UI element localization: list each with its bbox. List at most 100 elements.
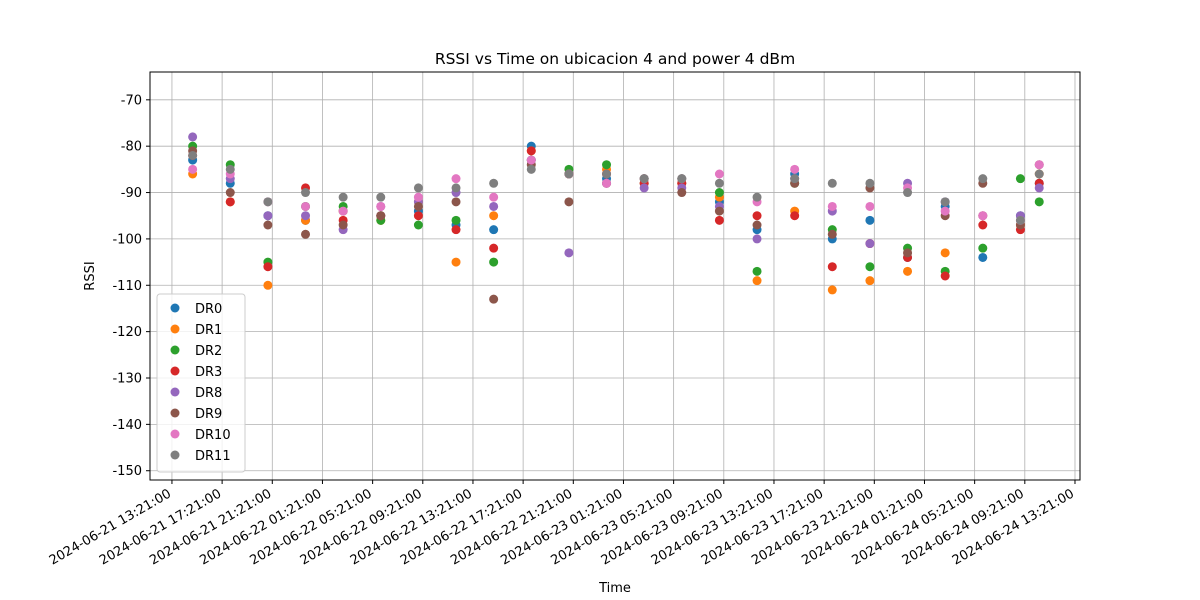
data-point bbox=[903, 188, 913, 198]
data-point bbox=[865, 276, 875, 286]
chart-title: RSSI vs Time on ubicacion 4 and power 4 … bbox=[435, 50, 795, 68]
legend-label: DR3 bbox=[195, 365, 222, 380]
data-point bbox=[489, 294, 499, 304]
legend-label: DR0 bbox=[195, 302, 222, 317]
data-point bbox=[790, 211, 800, 221]
data-point bbox=[338, 192, 348, 202]
data-point bbox=[790, 164, 800, 174]
legend-label: DR2 bbox=[195, 344, 222, 359]
data-point bbox=[903, 266, 913, 276]
data-point bbox=[225, 164, 235, 174]
y-axis-label: RSSI bbox=[83, 261, 98, 290]
data-point bbox=[338, 206, 348, 216]
data-point bbox=[865, 178, 875, 188]
data-point bbox=[376, 201, 386, 211]
data-point bbox=[752, 220, 762, 230]
data-point bbox=[714, 206, 724, 216]
legend-marker bbox=[170, 303, 180, 313]
y-tick-label: -100 bbox=[112, 232, 142, 247]
y-tick-label: -140 bbox=[112, 418, 142, 433]
data-point bbox=[413, 192, 423, 202]
data-point bbox=[451, 197, 461, 207]
data-point bbox=[301, 188, 311, 198]
legend-marker bbox=[170, 429, 180, 439]
data-point bbox=[263, 211, 273, 221]
data-point bbox=[225, 197, 235, 207]
data-point bbox=[602, 160, 612, 170]
data-point bbox=[489, 192, 499, 202]
legend-label: DR9 bbox=[195, 407, 222, 422]
data-point bbox=[865, 239, 875, 249]
legend-label: DR8 bbox=[195, 386, 222, 401]
data-point bbox=[752, 276, 762, 286]
data-point bbox=[827, 178, 837, 188]
data-point bbox=[714, 169, 724, 179]
data-point bbox=[263, 262, 273, 272]
data-point bbox=[526, 155, 536, 165]
data-point bbox=[978, 243, 988, 253]
data-point bbox=[338, 220, 348, 230]
legend-marker bbox=[170, 387, 180, 397]
data-point bbox=[188, 132, 198, 142]
data-point bbox=[1034, 183, 1044, 193]
data-point bbox=[602, 169, 612, 179]
data-point bbox=[978, 220, 988, 230]
x-axis-label: Time bbox=[598, 581, 631, 596]
legend-label: DR10 bbox=[195, 428, 231, 443]
data-point bbox=[865, 201, 875, 211]
data-point bbox=[827, 285, 837, 295]
data-point bbox=[978, 174, 988, 184]
data-point bbox=[677, 188, 687, 198]
data-point bbox=[564, 248, 574, 258]
data-point bbox=[752, 266, 762, 276]
data-point bbox=[263, 280, 273, 290]
data-point bbox=[413, 211, 423, 221]
data-point bbox=[677, 174, 687, 184]
legend-box bbox=[156, 293, 246, 473]
data-point bbox=[940, 206, 950, 216]
data-point bbox=[413, 201, 423, 211]
data-point bbox=[714, 188, 724, 198]
data-point bbox=[714, 178, 724, 188]
data-point bbox=[301, 211, 311, 221]
data-point bbox=[489, 225, 499, 235]
data-point bbox=[263, 197, 273, 207]
data-point bbox=[413, 220, 423, 230]
data-point bbox=[376, 211, 386, 221]
data-point bbox=[301, 201, 311, 211]
data-point bbox=[564, 197, 574, 207]
data-point bbox=[752, 211, 762, 221]
y-tick-label: -90 bbox=[121, 186, 142, 201]
data-point bbox=[1034, 169, 1044, 179]
data-point bbox=[451, 174, 461, 184]
data-point bbox=[639, 183, 649, 193]
data-point bbox=[263, 220, 273, 230]
data-point bbox=[827, 229, 837, 239]
data-point bbox=[1034, 197, 1044, 207]
y-tick-label: -80 bbox=[121, 140, 142, 155]
data-point bbox=[564, 169, 574, 179]
data-point bbox=[188, 164, 198, 174]
plot-frame bbox=[149, 71, 1081, 481]
y-tick-label: -120 bbox=[112, 325, 142, 340]
data-point bbox=[827, 262, 837, 272]
y-tick-label: -130 bbox=[112, 372, 142, 387]
data-point bbox=[714, 215, 724, 225]
data-point bbox=[940, 248, 950, 258]
data-point bbox=[602, 178, 612, 188]
legend-marker bbox=[170, 450, 180, 460]
data-point bbox=[526, 164, 536, 174]
data-point bbox=[451, 257, 461, 267]
data-point bbox=[978, 252, 988, 262]
data-point bbox=[451, 225, 461, 235]
data-point bbox=[489, 243, 499, 253]
legend-marker bbox=[170, 324, 180, 334]
legend-label: DR11 bbox=[195, 449, 231, 464]
data-point bbox=[489, 201, 499, 211]
data-point bbox=[639, 174, 649, 184]
data-point bbox=[903, 248, 913, 258]
data-point bbox=[865, 262, 875, 272]
legend-marker bbox=[170, 408, 180, 418]
